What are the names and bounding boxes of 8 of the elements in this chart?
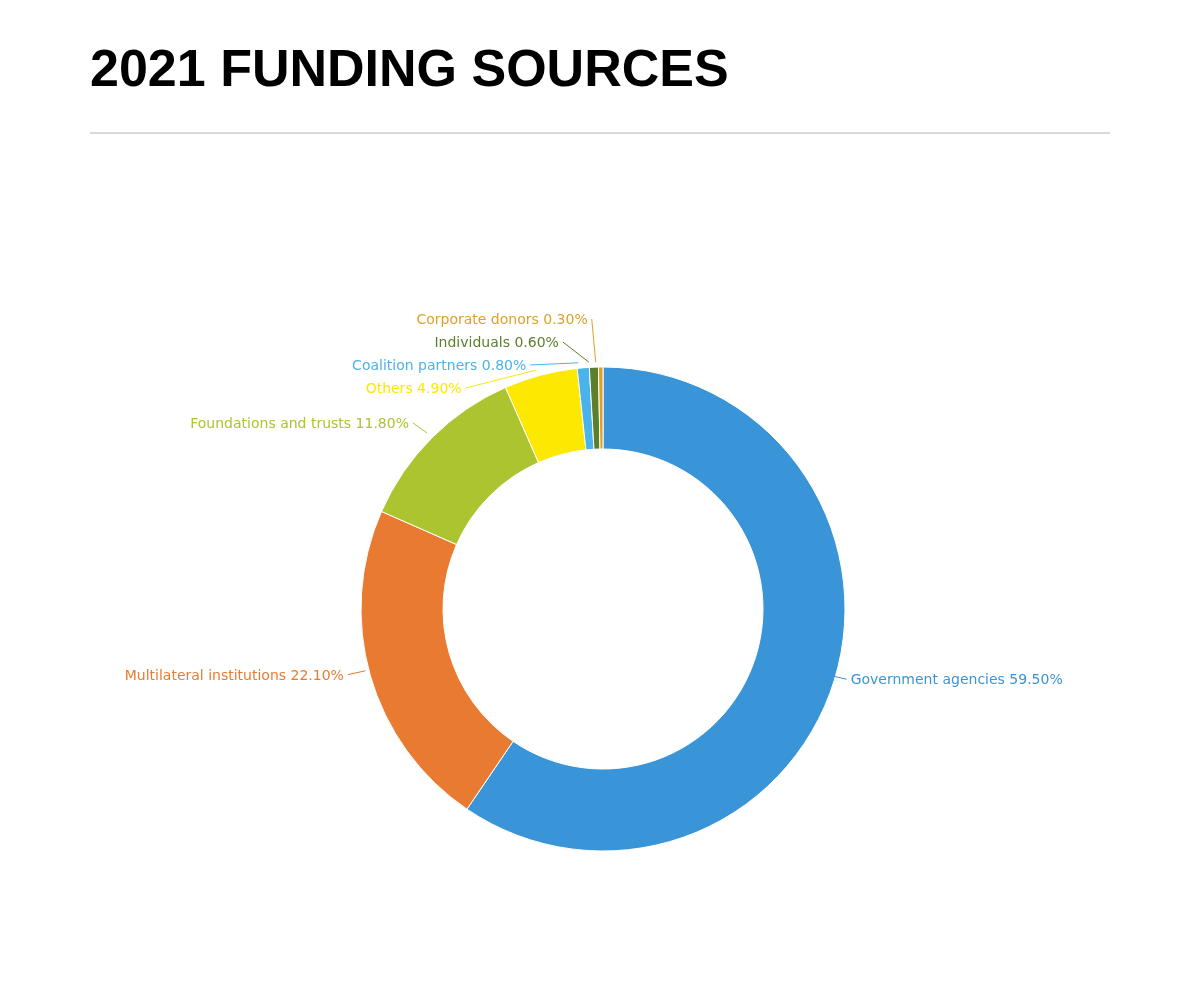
slice-label: Corporate donors 0.30% (416, 311, 588, 327)
slice-label: Coalition partners 0.80% (352, 357, 527, 373)
slice-label: Government agencies 59.50% (850, 671, 1063, 688)
chart-title: 2021 FUNDING SOURCES (89, 38, 730, 98)
slice-label: Foundations and trusts 11.80% (190, 414, 409, 431)
slice-label: Others 4.90% (365, 380, 462, 396)
slice-label: Multilateral institutions 22.10% (124, 666, 344, 683)
slice-label: Individuals 0.60% (434, 334, 559, 350)
